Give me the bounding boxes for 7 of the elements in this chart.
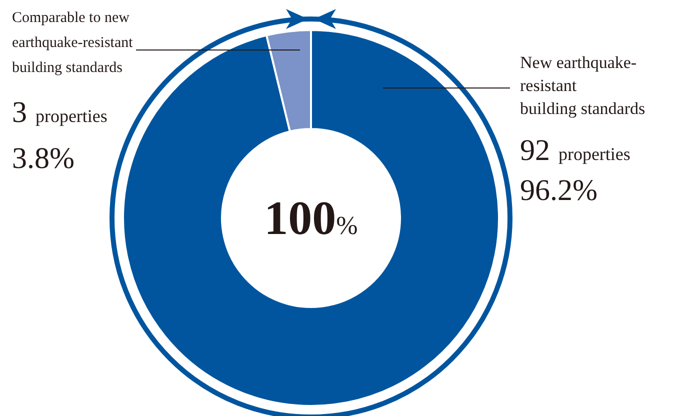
text: 3.8%	[12, 142, 74, 175]
text: 100%	[264, 192, 358, 245]
text: 96.2%	[520, 174, 598, 207]
text: 92 properties	[520, 134, 630, 167]
slice-label: New earthquake- resistant building standards	[520, 53, 646, 118]
text: 3 properties	[12, 96, 108, 129]
slice-label: Comparable to new earthquake-resistant building standards	[12, 10, 134, 76]
